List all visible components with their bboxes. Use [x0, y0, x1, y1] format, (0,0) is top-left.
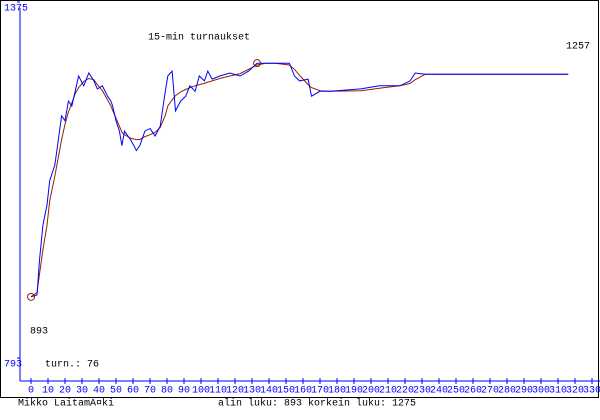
y-tick-label: 793 [4, 360, 22, 371]
x-tick-label: 330 [583, 386, 600, 397]
y-tick-label: 1375 [4, 4, 28, 15]
x-tick-label: 120 [226, 386, 244, 397]
x-tick-label: 50 [110, 386, 122, 397]
min-label: 893 [30, 327, 48, 338]
x-tick-label: 60 [127, 386, 139, 397]
x-tick-label: 0 [28, 386, 34, 397]
x-tick-label: 300 [532, 386, 550, 397]
x-tick-label: 130 [243, 386, 261, 397]
x-tick-label: 260 [464, 386, 482, 397]
x-tick-label: 100 [192, 386, 210, 397]
x-tick-label: 240 [430, 386, 448, 397]
x-tick-label: 290 [515, 386, 533, 397]
author: Mikko LaitamÃ¤ki [18, 397, 114, 410]
x-tick-label: 30 [76, 386, 88, 397]
x-tick-label: 90 [178, 386, 190, 397]
x-tick-label: 200 [362, 386, 380, 397]
last-label: 1257 [566, 42, 590, 53]
x-tick-label: 70 [144, 386, 156, 397]
x-tick-label: 170 [311, 386, 329, 397]
point-marker [253, 59, 262, 68]
x-tick-label: 220 [396, 386, 414, 397]
x-tick-label: 40 [93, 386, 105, 397]
x-tick-label: 250 [447, 386, 465, 397]
series-line [30, 62, 569, 298]
x-tick-label: 20 [59, 386, 71, 397]
x-tick-label: 270 [481, 386, 499, 397]
x-tick-label: 160 [294, 386, 312, 397]
x-tick-label: 280 [498, 386, 516, 397]
point-marker [27, 292, 35, 301]
series-line [30, 62, 569, 298]
x-tick-label: 180 [328, 386, 346, 397]
x-tick-label: 110 [209, 386, 227, 397]
x-tick-label: 310 [549, 386, 567, 397]
x-tick-label: 190 [345, 386, 363, 397]
x-tick-label: 150 [277, 386, 295, 397]
x-tick-label: 80 [161, 386, 173, 397]
x-tick-label: 140 [260, 386, 278, 397]
x-tick-label: 210 [379, 386, 397, 397]
x-tick-label: 10 [42, 386, 54, 397]
chart-title: 15-min turnaukset [148, 32, 250, 44]
x-tick-label: 320 [566, 386, 584, 397]
x-tick-label: 230 [413, 386, 431, 397]
frame [0, 0, 599, 398]
count-label: turn.: 76 [45, 360, 99, 371]
stats: alin luku: 893 korkein luku: 1275 [218, 398, 416, 410]
